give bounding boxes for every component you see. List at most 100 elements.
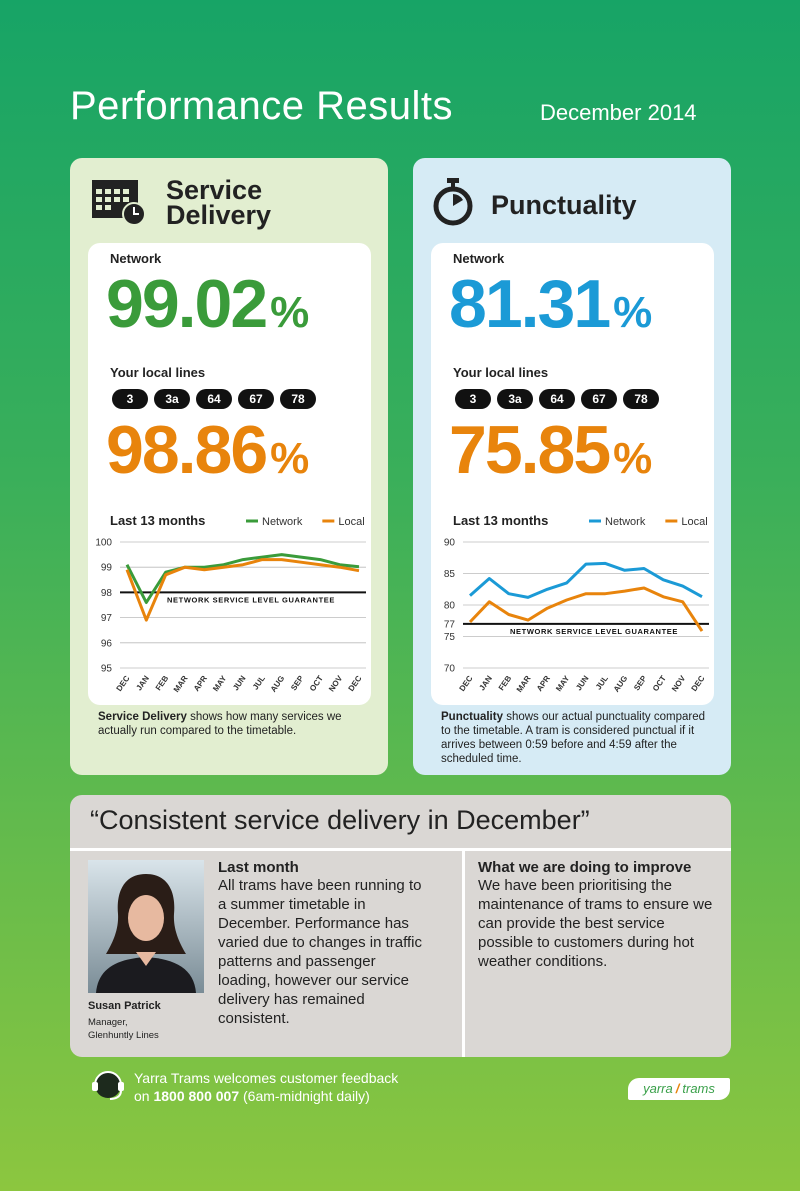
network-result: 99.02% (106, 265, 309, 343)
x-tick-label: APR (535, 674, 552, 693)
x-tick-label: JUN (231, 674, 248, 692)
quote: “Consistent service delivery in December… (90, 805, 590, 835)
summary-panel: “Consistent service delivery in December… (70, 795, 731, 1057)
logo-word: yarra (643, 1081, 673, 1096)
series-line (125, 558, 360, 622)
x-tick-label: DEC (115, 674, 132, 693)
legend-label: Local (338, 516, 364, 528)
logo: yarra / trams (628, 1078, 730, 1100)
x-tick-label: JAN (477, 674, 494, 692)
route-badge: 78 (623, 389, 659, 409)
y-tick-label: 98 (101, 588, 113, 599)
route-badges: 3 3a 64 67 78 (112, 389, 316, 409)
y-tick-label: 70 (444, 664, 456, 675)
y-tick-label: 97 (101, 613, 113, 624)
x-tick-label: JUL (251, 674, 267, 692)
value: 98.86 (106, 412, 268, 488)
legend-label: Network (262, 516, 303, 528)
local-result: 75.85% (449, 411, 652, 489)
route-badge: 67 (581, 389, 617, 409)
route-badge: 64 (539, 389, 575, 409)
result-card: Network 81.31% Your local lines 3 3a 64 67 7… (431, 243, 714, 705)
network-label: Network (110, 251, 162, 266)
chart-title: Last 13 months (110, 513, 205, 528)
feedback: Yarra Trams welcomes customer feedback o… (134, 1069, 398, 1105)
divider (70, 848, 731, 851)
route-badge: 67 (238, 389, 274, 409)
feedback-line: Yarra Trams welcomes customer feedback (134, 1070, 399, 1086)
unit: % (613, 288, 653, 337)
y-tick-label: 96 (101, 638, 113, 649)
caption-bold: Punctuality (441, 711, 503, 723)
route-badge: 3a (154, 389, 190, 409)
route-badge: 3a (497, 389, 533, 409)
x-tick-label: DEC (690, 674, 707, 693)
person-role: Manager, Glenhuntly Lines (88, 1016, 159, 1042)
local-label: Your local lines (453, 365, 549, 380)
portrait (88, 860, 204, 993)
network-label: Network (453, 251, 505, 266)
route-badge: 64 (196, 389, 232, 409)
y-tick-label: 75 (444, 632, 456, 643)
y-tick-label: 99 (101, 563, 113, 574)
logo-word: trams (682, 1081, 715, 1096)
caption: Service Delivery shows how many services… (98, 710, 368, 738)
route-badge: 3 (455, 389, 491, 409)
y-tick-label: 85 (444, 569, 456, 580)
improve: What we are doing to improve We have bee… (478, 859, 714, 971)
last-month: Last month All trams have been running t… (218, 859, 428, 1028)
service-panel: Service Delivery Network 99.02% Your loc… (70, 158, 388, 775)
x-tick-label: JAN (134, 674, 151, 692)
caption-text: shows how many services we actually run … (98, 711, 342, 737)
route-badge: 3 (112, 389, 148, 409)
series-line (469, 561, 703, 599)
x-tick-label: MAR (172, 674, 190, 694)
x-tick-label: JUL (594, 674, 610, 692)
reference-label: NETWORK SERVICE LEVEL GUARANTEE (167, 595, 335, 604)
y-tick-label: 77 (444, 619, 456, 630)
punctuality-panel: Punctuality Network 81.31% Your local li… (413, 158, 731, 775)
legend-label: Network (605, 516, 646, 528)
chart: Last 13 months Network Local 70 75 77 80 85 90 NE… (444, 513, 709, 694)
y-tick-label: 100 (95, 538, 112, 549)
stopwatch-icon (433, 178, 473, 226)
x-tick-label: MAY (554, 673, 572, 693)
route-badges: 3 3a 64 67 78 (455, 389, 659, 409)
x-tick-label: AUG (612, 674, 630, 694)
unit: % (613, 434, 653, 483)
heading: Last month (218, 859, 299, 876)
value: 99.02 (106, 266, 268, 342)
caption-bold: Service Delivery (98, 711, 187, 723)
body: We have been prioritising the maintenanc… (478, 877, 713, 970)
heading: What we are doing to improve (478, 859, 692, 876)
prefix: on (134, 1088, 150, 1104)
x-tick-label: DEC (347, 674, 364, 693)
feedback-line: on 1800 800 007 (6am-midnight daily) (134, 1087, 398, 1105)
x-tick-label: SEP (632, 673, 649, 692)
x-tick-label: NOV (327, 673, 345, 693)
unit: % (270, 434, 310, 483)
x-tick-label: AUG (269, 674, 287, 694)
person-name: Susan Patrick (88, 1000, 161, 1012)
panel-title: Punctuality (491, 190, 637, 220)
chart: Last 13 months Network Local 95 96 97 98 99 100 N… (95, 513, 366, 694)
x-tick-label: APR (192, 674, 209, 693)
page-title: Performance Results (70, 84, 453, 128)
x-tick-label: MAR (515, 674, 533, 694)
y-tick-label: 95 (101, 664, 113, 675)
local-result: 98.86% (106, 411, 309, 489)
series-line (125, 553, 360, 604)
x-tick-label: MAY (211, 673, 229, 693)
x-tick-label: FEB (154, 674, 171, 692)
value: 81.31 (449, 266, 611, 342)
caption: Punctuality shows our actual punctuality… (441, 710, 711, 766)
report-date: December 2014 (540, 100, 697, 125)
x-tick-label: NOV (670, 673, 688, 693)
y-tick-label: 90 (444, 538, 456, 549)
role-line: Manager, (88, 1017, 128, 1028)
calendar-icon (92, 180, 146, 226)
network-result: 81.31% (449, 265, 652, 343)
x-tick-label: OCT (308, 674, 325, 693)
headset-icon (92, 1071, 124, 1100)
